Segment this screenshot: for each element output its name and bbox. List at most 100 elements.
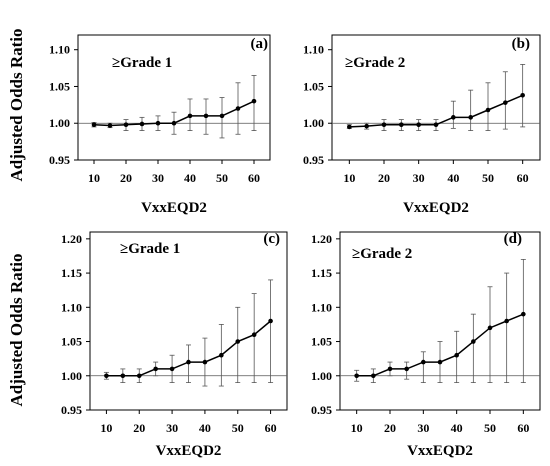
data-point [202, 359, 208, 365]
y-tick-label: 1.05 [311, 335, 332, 349]
y-tick-label: 1.00 [303, 116, 324, 130]
x-tick-label: 40 [447, 171, 459, 185]
data-point [437, 359, 443, 365]
data-point [251, 332, 257, 337]
data-point [169, 366, 175, 372]
panel-c: 0.95 1.00 1.05 1.10 1.15 1.20 10 20 30 40 50 60 VxxE… [61, 231, 288, 459]
data-point [381, 122, 387, 128]
y-tick-label: 0.95 [61, 403, 82, 417]
data-point [451, 115, 456, 120]
x-tick-label: 20 [384, 421, 396, 435]
panel-d: 0.95 1.00 1.05 1.10 1.15 1.20 10 20 30 40 50 60 VxxE… [311, 231, 541, 459]
data-point [123, 122, 129, 128]
x-tick-label: 20 [378, 171, 390, 185]
x-axis-title: VxxEQD2 [156, 443, 222, 459]
data-point [136, 373, 142, 379]
data-point [433, 122, 439, 128]
x-tick-label: 10 [343, 171, 355, 185]
x-tick-label: 40 [199, 421, 211, 435]
y-tick-label: 1.00 [61, 369, 82, 383]
data-point [187, 113, 193, 119]
x-tick-label: 50 [232, 421, 244, 435]
data-point [235, 106, 241, 111]
panel-a: 0.95 1.00 1.05 1.10 10 20 30 40 50 60 VxxEQD2 ≥Grad… [49, 34, 271, 216]
data-point [186, 359, 191, 365]
panel-label: (d) [504, 231, 522, 247]
data-point [471, 339, 476, 344]
grade-annotation: ≥Grade 1 [120, 241, 180, 257]
data-point [219, 113, 225, 119]
data-point [454, 352, 459, 358]
x-axis-title: VxxEQD2 [407, 443, 473, 459]
data-point [155, 120, 161, 126]
y-tick-label: 0.95 [303, 153, 324, 167]
y-tick-label: 1.10 [311, 300, 332, 314]
y-tick-label: 1.10 [303, 43, 324, 57]
plot-frame [89, 231, 288, 411]
plot-frame [331, 34, 541, 161]
y-tick-label: 1.20 [61, 232, 82, 246]
x-tick-label: 60 [265, 421, 277, 435]
x-tick-label: 40 [451, 421, 463, 435]
plot-frame [339, 231, 541, 411]
data-point [416, 122, 421, 128]
x-tick-label: 30 [417, 421, 429, 435]
panel-label: (a) [251, 36, 269, 52]
x-tick-label: 30 [413, 171, 425, 185]
y-tick-label: 1.05 [61, 335, 82, 349]
data-point [521, 311, 526, 317]
y-tick-label: 0.95 [311, 403, 332, 417]
x-tick-label: 50 [482, 171, 494, 185]
y-tick-label: 1.05 [49, 79, 70, 93]
data-point [520, 92, 525, 98]
y-tick-label: 1.00 [49, 116, 70, 130]
data-point [219, 352, 224, 358]
x-tick-label: 20 [133, 421, 145, 435]
data-point [153, 366, 158, 372]
panel-b: 0.95 1.00 1.05 1.10 10 20 30 40 50 60 VxxEQD2 ≥Grad… [303, 34, 541, 216]
data-point [139, 121, 145, 127]
panels: 0.95 1.00 1.05 1.10 10 20 30 40 50 60 VxxEQD2 ≥Grad… [49, 34, 541, 459]
grade-annotation: ≥Grade 2 [352, 246, 412, 262]
data-point [468, 115, 473, 120]
data-point [120, 373, 126, 379]
x-tick-label: 50 [484, 421, 496, 435]
y-axis-title-bottom: Adjusted Odds Ratio [7, 253, 26, 406]
x-tick-label: 60 [248, 171, 260, 185]
data-point [203, 113, 209, 119]
y-tick-label: 1.15 [311, 266, 332, 280]
x-tick-label: 60 [517, 171, 529, 185]
y-tick-label: 1.10 [61, 300, 82, 314]
data-point [487, 325, 493, 331]
y-axis-title-top: Adjusted Odds Ratio [7, 28, 26, 181]
data-point [371, 373, 376, 379]
x-tick-label: 40 [184, 171, 196, 185]
data-point [485, 107, 491, 113]
panel-label: (b) [512, 36, 530, 52]
y-tick-label: 1.05 [303, 79, 324, 93]
x-tick-label: 60 [517, 421, 529, 435]
y-tick-label: 1.10 [49, 43, 70, 57]
data-point [251, 98, 257, 104]
y-tick-label: 0.95 [49, 153, 70, 167]
x-axis-title: VxxEQD2 [141, 200, 207, 216]
data-point [104, 373, 109, 379]
x-tick-label: 10 [351, 421, 363, 435]
grade-annotation: ≥Grade 2 [345, 55, 405, 71]
plot-frame [77, 34, 271, 161]
x-tick-label: 10 [88, 171, 100, 185]
data-point [503, 100, 508, 105]
y-tick-label: 1.15 [61, 266, 82, 280]
data-point [171, 120, 177, 126]
data-point [268, 318, 273, 324]
data-point [364, 123, 369, 129]
data-point [404, 366, 409, 372]
data-point [107, 123, 113, 128]
data-point [91, 122, 97, 128]
x-tick-label: 10 [100, 421, 112, 435]
data-point [421, 359, 426, 365]
panel-label: (c) [263, 231, 280, 247]
y-tick-label: 1.00 [311, 369, 332, 383]
x-axis-title: VxxEQD2 [403, 200, 469, 216]
x-tick-label: 20 [120, 171, 132, 185]
